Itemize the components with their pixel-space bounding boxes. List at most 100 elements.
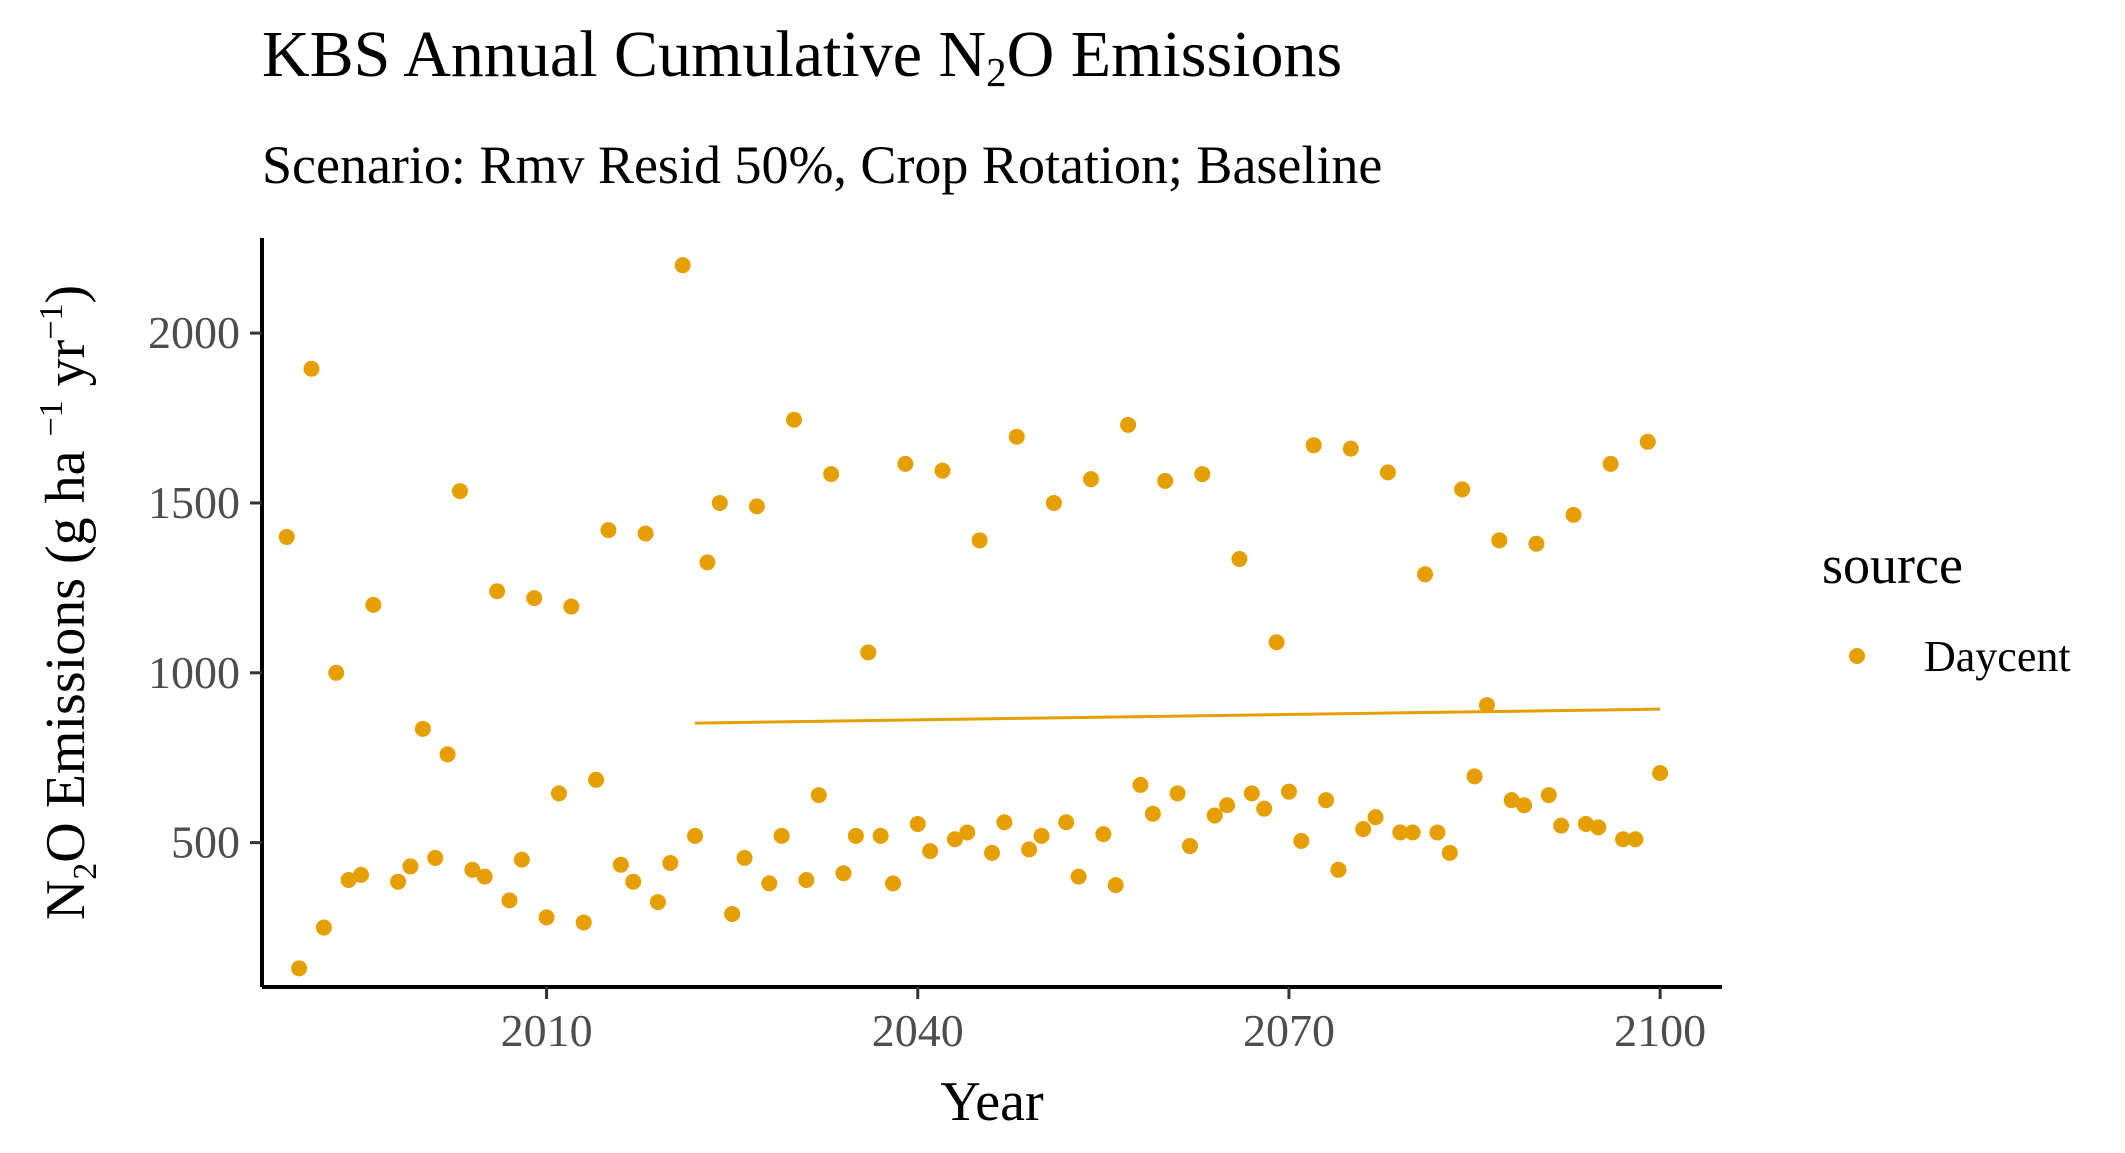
data-point bbox=[798, 872, 815, 888]
data-point bbox=[1095, 826, 1112, 843]
data-point bbox=[748, 498, 765, 515]
data-point bbox=[897, 455, 914, 472]
data-point bbox=[711, 494, 728, 511]
data-point bbox=[365, 596, 382, 613]
data-point bbox=[1021, 841, 1038, 858]
data-point bbox=[340, 872, 357, 888]
data-point bbox=[823, 466, 840, 483]
data-point bbox=[1429, 824, 1446, 841]
data-point bbox=[1553, 817, 1570, 834]
data-point bbox=[1342, 440, 1359, 457]
data-point bbox=[439, 746, 456, 763]
data-point bbox=[736, 849, 753, 866]
data-point bbox=[563, 598, 580, 615]
data-point bbox=[1330, 861, 1347, 878]
y-tick-label: 1500 bbox=[148, 477, 240, 528]
data-point bbox=[390, 873, 407, 890]
data-point bbox=[885, 875, 902, 892]
y-tick-label: 1000 bbox=[148, 647, 240, 698]
data-point bbox=[402, 858, 419, 875]
data-point bbox=[427, 849, 444, 866]
data-point bbox=[464, 861, 481, 878]
x-tick-label: 2100 bbox=[1614, 1005, 1706, 1056]
data-point bbox=[1293, 832, 1310, 849]
data-point bbox=[1268, 634, 1285, 651]
data-point bbox=[476, 868, 493, 885]
data-point bbox=[1577, 815, 1594, 832]
data-point bbox=[687, 827, 704, 844]
data-point bbox=[835, 865, 852, 882]
data-point bbox=[909, 815, 926, 832]
data-point bbox=[1466, 768, 1483, 785]
data-point bbox=[513, 851, 530, 868]
data-point bbox=[649, 894, 666, 911]
data-point bbox=[724, 905, 741, 922]
data-point bbox=[1181, 838, 1198, 855]
data-point bbox=[860, 644, 877, 661]
data-point bbox=[1107, 877, 1124, 894]
data-point bbox=[1590, 819, 1607, 836]
data-point bbox=[971, 532, 988, 549]
data-point bbox=[315, 919, 332, 936]
x-tick-label: 2070 bbox=[1243, 1005, 1335, 1056]
data-point bbox=[1194, 466, 1211, 483]
data-point bbox=[1206, 807, 1223, 824]
data-point bbox=[1280, 783, 1297, 800]
data-point bbox=[761, 875, 778, 892]
data-point bbox=[984, 844, 1000, 861]
y-axis-title: N2O Emissions (g ha −1 yr−1) bbox=[33, 285, 104, 920]
data-point bbox=[1256, 800, 1273, 817]
data-point bbox=[526, 590, 543, 607]
x-tick-label: 2040 bbox=[872, 1005, 964, 1056]
y-tick-label: 2000 bbox=[148, 307, 240, 358]
data-point bbox=[303, 360, 320, 377]
data-point bbox=[575, 914, 592, 931]
data-point bbox=[1615, 831, 1632, 848]
axis-ticks: 2010 2040 2070 2100 500 1000 1500 2000 bbox=[148, 307, 1706, 1056]
trend-line bbox=[695, 707, 1661, 725]
data-point bbox=[489, 583, 506, 600]
data-point bbox=[946, 831, 963, 848]
data-point bbox=[934, 462, 951, 479]
data-point bbox=[1157, 472, 1174, 489]
data-point bbox=[1639, 433, 1656, 450]
data-point bbox=[1503, 792, 1520, 809]
data-point bbox=[1652, 765, 1669, 781]
data-point bbox=[1132, 776, 1149, 793]
data-point bbox=[328, 664, 345, 681]
legend-title: source bbox=[1822, 535, 1963, 595]
data-point bbox=[291, 960, 308, 977]
data-point bbox=[1070, 868, 1087, 885]
data-point bbox=[1082, 471, 1099, 488]
data-point bbox=[1120, 416, 1137, 433]
data-point bbox=[959, 824, 976, 841]
data-point bbox=[1355, 821, 1372, 838]
data-point bbox=[996, 814, 1013, 831]
legend-key bbox=[1849, 648, 1865, 664]
data-point bbox=[278, 528, 295, 545]
legend-label-daycent: Daycent bbox=[1924, 632, 2071, 681]
data-point bbox=[1540, 787, 1557, 804]
data-point bbox=[1045, 494, 1062, 511]
data-point bbox=[1478, 697, 1495, 714]
data-point bbox=[847, 827, 864, 844]
chart-title: KBS Annual Cumulative N2O Emissions bbox=[262, 18, 1343, 96]
data-point bbox=[1441, 844, 1458, 861]
data-point bbox=[699, 554, 716, 571]
data-point bbox=[1169, 785, 1186, 802]
chart-subtitle: Scenario: Rmv Resid 50%, Crop Rotation; … bbox=[262, 135, 1383, 195]
data-point bbox=[1602, 455, 1619, 472]
data-point bbox=[1144, 805, 1161, 822]
data-point bbox=[1318, 792, 1335, 809]
data-point bbox=[637, 525, 654, 542]
data-point bbox=[1404, 824, 1421, 841]
data-point bbox=[501, 892, 518, 909]
data-point bbox=[352, 866, 369, 883]
data-point bbox=[1392, 824, 1409, 841]
data-point bbox=[414, 720, 431, 737]
data-point bbox=[1454, 481, 1471, 498]
data-point bbox=[612, 856, 629, 873]
data-point bbox=[1528, 535, 1545, 552]
data-point bbox=[1627, 831, 1644, 848]
